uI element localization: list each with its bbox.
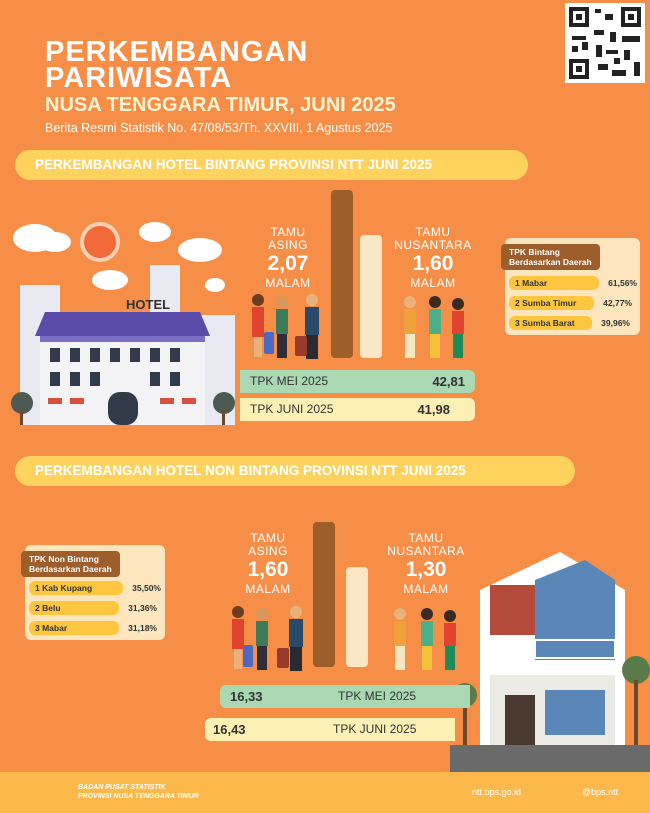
tpk-row: 16,43 TPK JUNI 2025	[205, 718, 455, 741]
label: TAMU	[250, 531, 286, 545]
value: 1,60	[247, 558, 289, 582]
reference: Berita Resmi Statistik No. 47/08/53/Th. …	[45, 121, 393, 135]
hotel-sign: HOTEL	[126, 297, 171, 312]
value: 1,60	[412, 252, 454, 276]
bar-domestic	[346, 567, 368, 667]
unit: MALAM	[265, 276, 311, 291]
region-value: 35,50%	[132, 583, 161, 593]
region-title: TPK Bintang Berdasarkan Daerah	[501, 244, 600, 271]
region-name: 2 Sumba Timur	[515, 298, 577, 308]
region-value: 42,77%	[603, 298, 632, 308]
title: PARIWISATA	[45, 62, 233, 94]
bar-foreign	[331, 190, 353, 358]
tpk-label: TPK MEI 2025	[250, 374, 329, 388]
region-title-line: TPK Bintang	[509, 247, 560, 257]
tpk-row: 16,33 TPK MEI 2025	[220, 685, 470, 708]
unit: MALAM	[403, 582, 449, 597]
bar-foreign	[313, 522, 335, 667]
label: ASING	[248, 543, 288, 558]
region-item: 1 Mabar 61,56%	[509, 276, 637, 290]
stat-domestic: TAMU NUSANTARA 1,60 MALAM	[378, 226, 488, 290]
value: 2,07	[267, 252, 309, 276]
section-heading: PERKEMBANGAN HOTEL NON BINTANG PROVINSI …	[15, 456, 575, 486]
website[interactable]: ntt.bps.go.id	[472, 787, 522, 797]
tpk-value: 41,98	[417, 402, 450, 417]
footer: BADAN PUSAT STATISTIK PROVINSI NUSA TENG…	[0, 772, 650, 813]
label: TAMU	[408, 531, 444, 545]
label: TAMU	[415, 225, 451, 239]
region-value: 61,56%	[608, 278, 637, 288]
region-item: 1 Kab Kupang 35,50%	[29, 581, 161, 595]
region-title-line: Berdasarkan Daerah	[509, 257, 592, 268]
value: 1,30	[405, 558, 447, 582]
region-name: 1 Mabar	[515, 278, 548, 288]
region-item: 3 Sumba Barat 39,96%	[509, 316, 630, 330]
label: TAMU	[270, 225, 306, 239]
region-box: TPK Non Bintang Berdasarkan Daerah 1 Kab …	[21, 545, 165, 640]
tpk-row: TPK MEI 2025 42,81	[240, 370, 475, 393]
region-title-line: TPK Non Bintang	[29, 554, 99, 564]
region-name: 1 Kab Kupang	[35, 583, 93, 593]
region-title-line: Berdasarkan Daerah	[29, 564, 112, 575]
stat-foreign: TAMU ASING 2,07 MALAM	[233, 226, 343, 290]
agency: BADAN PUSAT STATISTIK	[78, 784, 166, 791]
tpk-value: 16,43	[213, 722, 246, 737]
tpk-label: TPK JUNI 2025	[250, 402, 334, 416]
unit: MALAM	[245, 582, 291, 597]
section-heading: PERKEMBANGAN HOTEL BINTANG PROVINSI NTT …	[15, 150, 528, 180]
region-item: 2 Sumba Timur 42,77%	[509, 296, 632, 310]
label: ASING	[268, 237, 308, 252]
region-item: 3 Mabar 31,18%	[29, 621, 157, 635]
tpk-value: 42,81	[432, 374, 465, 389]
region-value: 39,96%	[601, 318, 630, 328]
social[interactable]: @bps.ntt	[582, 787, 619, 797]
region-item: 2 Belu 31,36%	[29, 601, 157, 615]
stat-foreign: TAMU ASING 1,60 MALAM	[213, 532, 323, 596]
region-name: 2 Belu	[35, 603, 61, 613]
tpk-row: TPK JUNI 2025 41,98	[240, 398, 475, 421]
tpk-label: TPK MEI 2025	[338, 689, 417, 703]
region-value: 31,18%	[128, 623, 157, 633]
tpk-label: TPK JUNI 2025	[333, 722, 417, 736]
agency: PROVINSI NUSA TENGGARA TIMUR	[78, 793, 199, 800]
region-name: 3 Mabar	[35, 623, 68, 633]
region-title: TPK Non Bintang Berdasarkan Daerah	[21, 551, 120, 578]
stat-domestic: TAMU NUSANTARA 1,30 MALAM	[371, 532, 481, 596]
region-box: TPK Bintang Berdasarkan Daerah 1 Mabar 61,…	[501, 238, 640, 335]
tpk-value: 16,33	[230, 689, 263, 704]
label: NUSANTARA	[387, 543, 465, 558]
subtitle: NUSA TENGGARA TIMUR, JUNI 2025	[45, 94, 396, 116]
title: PERKEMBANGAN	[45, 36, 309, 68]
region-value: 31,36%	[128, 603, 157, 613]
bar-domestic	[360, 235, 382, 358]
region-name: 3 Sumba Barat	[515, 318, 575, 328]
label: NUSANTARA	[394, 237, 472, 252]
unit: MALAM	[410, 276, 456, 291]
